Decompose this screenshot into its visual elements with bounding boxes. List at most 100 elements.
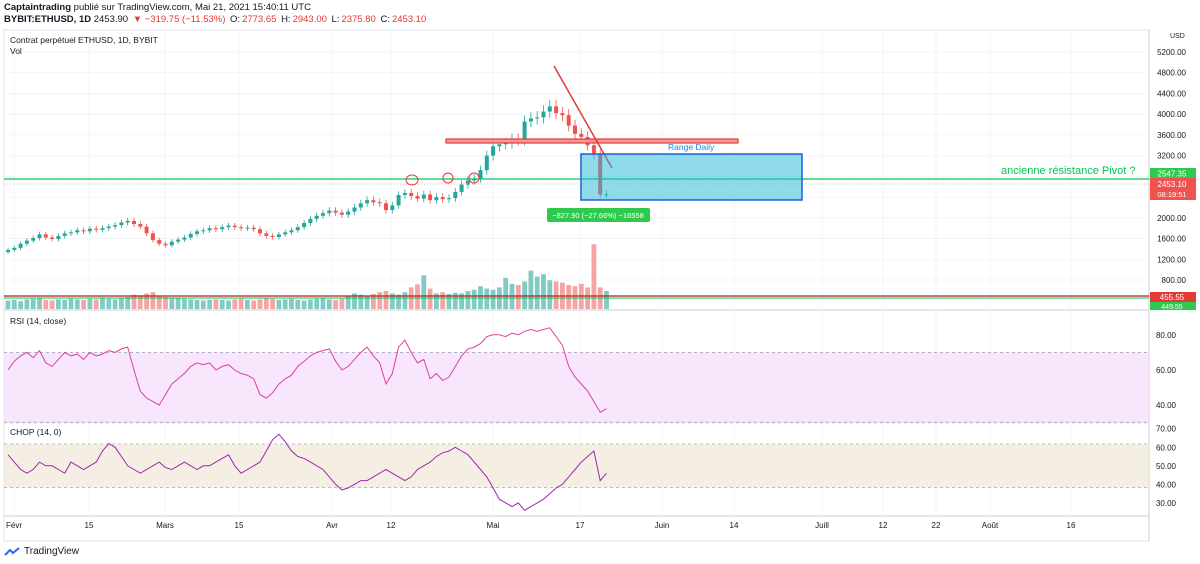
candle-body: [365, 200, 370, 204]
volume-bar: [219, 300, 225, 309]
open-label: O:: [230, 14, 241, 25]
range-daily-label: Range Daily: [668, 142, 715, 152]
candle-body: [302, 223, 307, 228]
candle-body: [62, 233, 67, 236]
circle-marker-2[interactable]: [442, 172, 454, 184]
candle-body: [560, 113, 565, 116]
rsi-tick-label: 80.00: [1156, 331, 1177, 340]
candle-body: [333, 210, 338, 213]
candle-body: [232, 225, 237, 228]
volume-bar: [402, 292, 408, 309]
volume-badge-green: [1150, 302, 1196, 310]
volume-bar: [87, 298, 93, 309]
candle-body: [352, 207, 357, 212]
volume-bar: [421, 275, 427, 309]
time-tick-label: Mai: [487, 521, 500, 530]
volume-bar: [308, 299, 313, 309]
price-tick-label: 800.00: [1162, 276, 1187, 285]
volume-bar: [270, 298, 275, 309]
volume-bar: [383, 291, 389, 309]
candle-body: [18, 243, 23, 248]
volume-bar: [11, 300, 17, 309]
candle-body: [283, 232, 288, 235]
band-lines: [4, 352, 1149, 489]
chart-header: Captaintrading publié sur TradingView.co…: [0, 0, 1200, 28]
high-label: H:: [281, 14, 291, 25]
candle-body: [239, 227, 244, 229]
candle-body: [132, 220, 136, 225]
vertical-gridlines: [13, 30, 1072, 516]
circle-marker-1[interactable]: [405, 174, 419, 186]
candle-body: [87, 228, 92, 232]
publish-info: publié sur TradingView.com, Mai 21, 2021…: [73, 2, 311, 13]
candle-body: [6, 249, 10, 253]
candle-body: [289, 230, 294, 233]
time-tick-label: Juill: [815, 521, 829, 530]
candle-body: [428, 194, 433, 201]
chop-band: [4, 443, 1149, 488]
resistance-zone[interactable]: [445, 138, 739, 144]
volume-bar: [112, 299, 118, 309]
volume-bar: [389, 293, 395, 309]
low-value: 2375.80: [341, 14, 376, 25]
price-tick-label: 1200.00: [1157, 255, 1186, 264]
volume-bar: [226, 300, 231, 309]
footer: TradingView: [0, 544, 1200, 564]
volume-bar: [522, 281, 527, 309]
candle-body: [591, 145, 596, 155]
high-value: 2943.00: [292, 14, 327, 25]
candle-body: [119, 222, 124, 226]
volume-bar: [547, 280, 553, 309]
candle-body: [497, 144, 502, 147]
measure-label: −827.90 (−27.66%) −16558: [552, 211, 644, 220]
author-name[interactable]: Captaintrading: [4, 2, 72, 13]
volume-bar: [30, 298, 36, 309]
measure-badge[interactable]: [547, 208, 650, 222]
volume-bar: [364, 295, 370, 309]
price-tick-label: 5200.00: [1157, 48, 1186, 57]
pivot-price-badge: [1150, 168, 1196, 179]
candle-body: [195, 231, 199, 234]
candle-body: [478, 170, 483, 179]
price-tick-label: 3600.00: [1157, 131, 1186, 140]
volume-bar: [440, 292, 446, 309]
volume-bar: [56, 299, 61, 309]
time-tick-label: Avr: [326, 521, 338, 530]
price-tick-label: 3200.00: [1157, 152, 1186, 161]
range-daily-box[interactable]: [580, 153, 803, 201]
volume-bar: [333, 300, 338, 309]
candle-body: [358, 203, 363, 208]
time-tick-label: Août: [982, 521, 999, 530]
chop-tick-label: 50.00: [1156, 462, 1177, 471]
candle-body: [94, 228, 99, 230]
volume-bar: [125, 297, 131, 309]
tradingview-logo-icon: [4, 546, 20, 556]
volume-bar: [339, 298, 345, 309]
price-tick-label: 4000.00: [1157, 110, 1186, 119]
rsi-label: RSI (14, close): [10, 316, 66, 326]
chop-tick-label: 70.00: [1156, 425, 1177, 434]
volume-badge: [1150, 292, 1196, 302]
volume-bar: [68, 298, 74, 309]
last-price-badge: [1150, 178, 1196, 200]
candle-body: [339, 212, 344, 215]
volume-bar: [358, 294, 364, 309]
chart-canvas[interactable]: Range Daily ancienne résistance Pivot ? …: [0, 28, 1200, 544]
circle-marker-3[interactable]: [468, 172, 480, 184]
horizontal-gridlines: [4, 51, 1149, 281]
trend-line[interactable]: [553, 65, 613, 169]
last-price-value: 2453.90: [93, 14, 129, 25]
candle-body: [258, 229, 262, 234]
candle-body: [201, 230, 206, 232]
volume-bar: [213, 299, 219, 309]
tradingview-brand[interactable]: TradingView: [24, 546, 80, 557]
volume-bar: [251, 300, 257, 309]
candle-body: [421, 194, 426, 199]
volume-bar: [345, 296, 351, 309]
volume-bar: [74, 299, 80, 309]
volume-bar: [144, 293, 149, 309]
volume-bar: [245, 300, 250, 309]
candle-body: [295, 227, 300, 231]
close-value: 2453.10: [391, 14, 427, 25]
price-tick-label: 4400.00: [1157, 89, 1186, 98]
